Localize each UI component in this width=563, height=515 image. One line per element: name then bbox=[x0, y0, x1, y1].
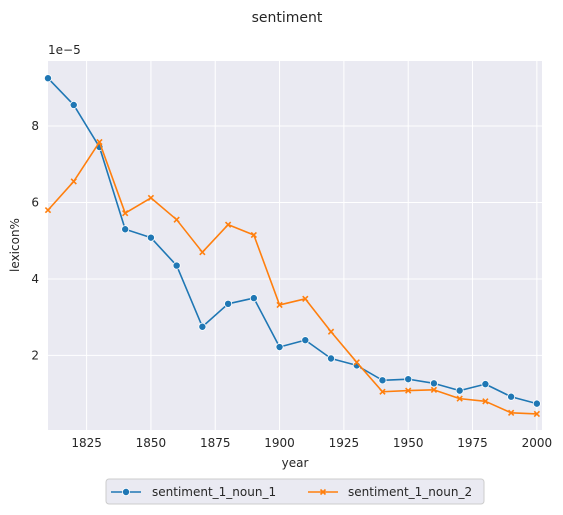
legend-frame bbox=[105, 478, 485, 505]
data-point bbox=[455, 386, 464, 395]
data-point bbox=[147, 194, 155, 202]
data-point bbox=[122, 210, 129, 217]
data-point bbox=[44, 74, 53, 83]
data-point bbox=[507, 392, 516, 401]
data-point bbox=[353, 359, 360, 366]
data-point bbox=[327, 328, 335, 335]
data-point bbox=[249, 294, 258, 303]
y-tick-label: 6 bbox=[31, 195, 39, 209]
legend-marker-1 bbox=[122, 487, 131, 496]
x-tick-label: 1900 bbox=[264, 436, 295, 450]
x-tick-label: 1825 bbox=[71, 436, 102, 450]
x-tick-label: 1850 bbox=[136, 436, 167, 450]
data-point bbox=[44, 206, 52, 214]
data-point bbox=[276, 301, 283, 309]
x-axis-ticks: 1825 1850 1875 1900 1925 1950 1975 2000 bbox=[71, 436, 552, 450]
x-tick-label: 2000 bbox=[522, 436, 553, 450]
data-point bbox=[224, 221, 232, 228]
data-point bbox=[429, 379, 438, 388]
x-tick-label: 1875 bbox=[200, 436, 231, 450]
data-point bbox=[70, 178, 77, 185]
chart-title: sentiment bbox=[252, 10, 323, 26]
data-point bbox=[275, 343, 284, 352]
data-point bbox=[146, 233, 155, 242]
y-tick-label: 4 bbox=[31, 272, 39, 286]
legend: sentiment_1_noun_1 sentiment_1_noun_2 bbox=[105, 478, 485, 505]
data-point bbox=[173, 216, 180, 223]
data-point bbox=[198, 322, 207, 331]
y-axis-label: lexicon% bbox=[8, 218, 22, 272]
data-point bbox=[456, 395, 463, 402]
data-point bbox=[481, 380, 490, 389]
data-point bbox=[405, 387, 412, 394]
data-point bbox=[199, 249, 206, 256]
data-point bbox=[378, 376, 387, 385]
data-point bbox=[69, 100, 78, 109]
series-line bbox=[47, 141, 537, 415]
legend-label-2: sentiment_1_noun_2 bbox=[348, 485, 472, 499]
data-point bbox=[430, 386, 438, 394]
x-tick-label: 1975 bbox=[457, 436, 488, 450]
data-point bbox=[532, 399, 541, 408]
data-point bbox=[327, 354, 336, 363]
y-axis-ticks: 2 4 6 8 bbox=[31, 119, 39, 362]
plot-area bbox=[48, 61, 542, 430]
legend-marker-2 bbox=[319, 488, 327, 496]
series-line bbox=[47, 77, 538, 405]
data-point bbox=[301, 336, 310, 345]
data-point bbox=[404, 375, 413, 384]
data-point bbox=[533, 410, 541, 418]
legend-label-1: sentiment_1_noun_1 bbox=[152, 485, 276, 499]
series-layer bbox=[44, 74, 541, 418]
data-point bbox=[302, 295, 309, 303]
series-1 bbox=[44, 74, 541, 408]
data-point bbox=[224, 299, 233, 308]
data-point bbox=[96, 138, 103, 146]
y-tick-label: 8 bbox=[31, 119, 39, 133]
series-2 bbox=[44, 138, 541, 418]
data-point bbox=[482, 398, 489, 405]
x-axis-label: year bbox=[282, 456, 309, 470]
data-point bbox=[379, 388, 386, 395]
data-point bbox=[507, 409, 515, 416]
y-tick-label: 2 bbox=[31, 348, 39, 362]
x-tick-label: 1950 bbox=[393, 436, 424, 450]
data-point bbox=[121, 225, 130, 234]
data-point bbox=[250, 231, 257, 239]
grid-lines bbox=[48, 61, 542, 430]
x-tick-label: 1925 bbox=[329, 436, 360, 450]
y-scale-label: 1e−5 bbox=[48, 43, 81, 57]
data-point bbox=[172, 261, 181, 270]
